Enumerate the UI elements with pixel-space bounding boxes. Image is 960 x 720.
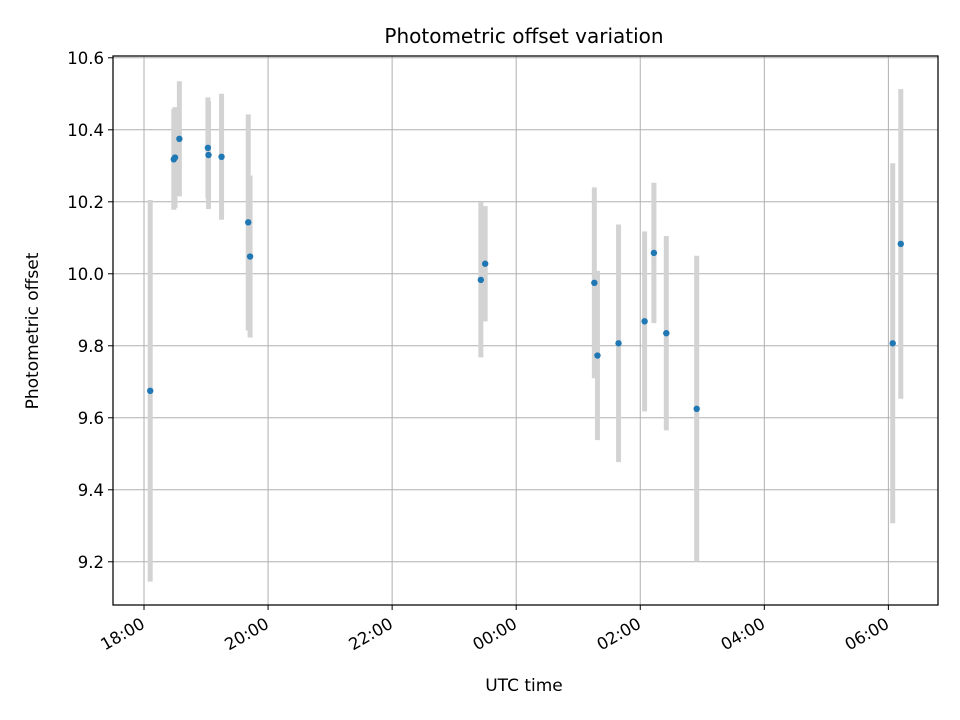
y-tick-label: 10.2 [67, 193, 104, 212]
chart-title: Photometric offset variation [384, 24, 663, 48]
data-point [889, 340, 896, 347]
y-tick-label: 9.2 [78, 553, 104, 572]
data-point [641, 318, 648, 325]
data-point [663, 330, 670, 337]
data-point [481, 260, 489, 267]
y-tick-label: 10.4 [67, 121, 104, 140]
data-point [591, 279, 598, 286]
x-axis-label: UTC time [485, 676, 563, 696]
plot-frame [112, 55, 939, 606]
data-point [615, 340, 622, 347]
y-tick-label: 9.4 [78, 481, 104, 500]
data-point [218, 153, 225, 160]
y-tick-label: 9.8 [78, 337, 104, 356]
y-axis-label: Photometric offset [23, 252, 43, 409]
data-point [205, 151, 212, 159]
data-point [176, 135, 183, 142]
data-point [693, 405, 700, 412]
data-point [171, 154, 179, 161]
data-point [147, 387, 154, 394]
y-tick-label: 10.0 [67, 265, 104, 284]
data-point [204, 144, 212, 151]
data-point [245, 219, 252, 226]
data-point [477, 276, 485, 284]
grid [113, 56, 938, 605]
data-point [594, 352, 601, 359]
data-points [147, 135, 904, 412]
y-tick-label: 10.6 [67, 49, 104, 68]
data-point [246, 253, 254, 260]
data-point [897, 240, 904, 248]
y-tick-label: 9.6 [78, 409, 104, 428]
data-point [650, 249, 658, 257]
